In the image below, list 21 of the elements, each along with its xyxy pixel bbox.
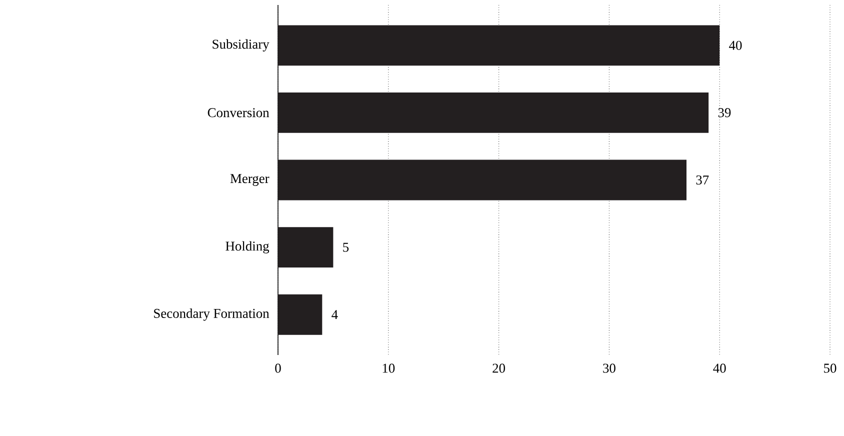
bar (278, 227, 334, 268)
y-tick-label: Secondary Formation (154, 308, 270, 321)
x-tick-label: 10 (382, 364, 395, 373)
y-tick-label: Merger (230, 174, 270, 186)
x-tick-label: 20 (492, 364, 506, 373)
data-label: 5 (343, 242, 349, 252)
data-label: 39 (718, 108, 731, 118)
x-tick-label: 50 (824, 364, 836, 373)
y-tick-label: Holding (226, 241, 270, 254)
data-label: 4 (332, 310, 338, 320)
x-tick-label: 40 (713, 364, 726, 373)
x-tick-label: 30 (603, 364, 616, 373)
bar (278, 294, 322, 335)
bar (278, 92, 709, 133)
data-label: 37 (696, 175, 709, 185)
bar (278, 25, 720, 66)
y-tick-label: Subsidiary (212, 39, 270, 52)
bar (278, 160, 686, 200)
y-tick-label: Conversion (208, 108, 270, 118)
x-tick-label: 0 (275, 364, 281, 373)
data-label: 40 (729, 40, 742, 50)
